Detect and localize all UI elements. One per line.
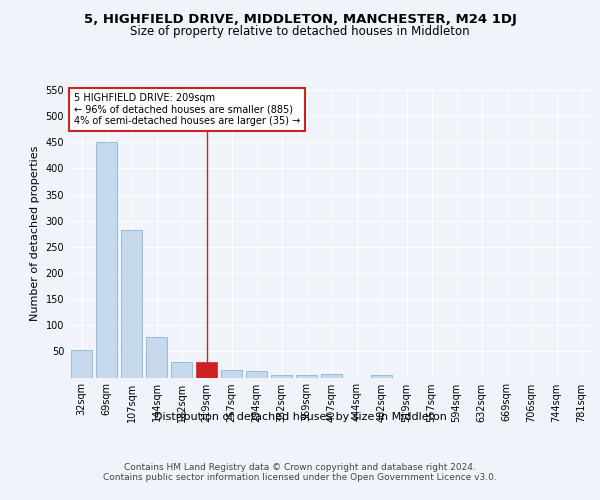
Text: Contains HM Land Registry data © Crown copyright and database right 2024.
Contai: Contains HM Land Registry data © Crown c…	[103, 462, 497, 482]
Bar	[296, 375, 317, 378]
Bar	[171, 362, 192, 378]
Y-axis label: Number of detached properties: Number of detached properties	[30, 146, 40, 322]
Bar	[121, 230, 142, 378]
Bar	[221, 370, 242, 378]
Bar	[71, 350, 92, 378]
Text: Size of property relative to detached houses in Middleton: Size of property relative to detached ho…	[130, 25, 470, 38]
Text: Distribution of detached houses by size in Middleton: Distribution of detached houses by size …	[154, 412, 446, 422]
Bar	[371, 375, 392, 378]
Bar	[196, 362, 217, 378]
Bar	[321, 374, 342, 378]
Bar	[96, 142, 117, 378]
Text: 5 HIGHFIELD DRIVE: 209sqm
← 96% of detached houses are smaller (885)
4% of semi-: 5 HIGHFIELD DRIVE: 209sqm ← 96% of detac…	[74, 93, 301, 126]
Text: 5, HIGHFIELD DRIVE, MIDDLETON, MANCHESTER, M24 1DJ: 5, HIGHFIELD DRIVE, MIDDLETON, MANCHESTE…	[83, 12, 517, 26]
Bar	[271, 375, 292, 378]
Bar	[246, 371, 267, 378]
Bar	[146, 336, 167, 378]
